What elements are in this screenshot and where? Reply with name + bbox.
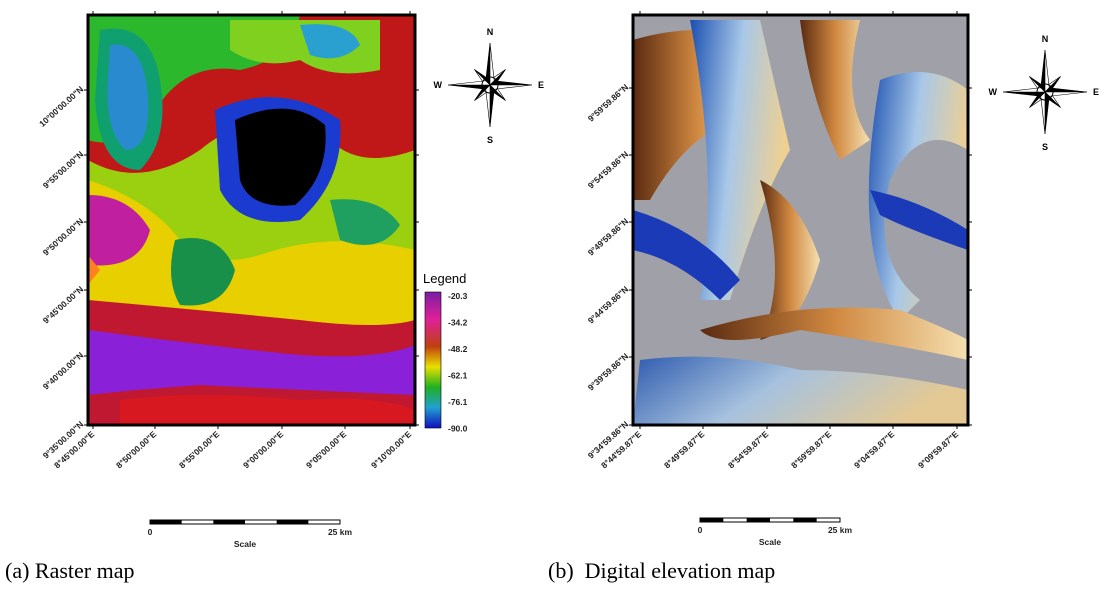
latitude-label: 9°40'00.00"N	[41, 350, 86, 392]
compass-s: S	[487, 135, 493, 145]
compass-ring	[481, 76, 499, 94]
latitude-label: 9°50'00.00"N	[41, 216, 86, 258]
compass-e: E	[1093, 87, 1099, 97]
compass-point	[447, 84, 491, 90]
legend-label: -34.2	[448, 318, 468, 328]
map-frame	[86, 13, 417, 427]
compass-point	[489, 84, 533, 90]
longitude-label: 9°00'00.00"E	[241, 429, 286, 470]
map-frame	[631, 13, 970, 427]
compass-point	[1040, 49, 1046, 93]
longitude-label: 9°09'59.87"E	[916, 429, 961, 470]
compass-point	[1044, 91, 1050, 135]
raster-map	[88, 15, 415, 425]
longitude-label: 8°50'00.00"E	[114, 429, 159, 470]
scale-title: Scale	[759, 537, 781, 547]
longitude-label: 9°04'59.87"E	[852, 429, 897, 470]
scale-end: 25 km	[328, 527, 353, 537]
scale-segment	[746, 518, 770, 522]
compass-point	[489, 84, 495, 128]
scale-start: 0	[148, 527, 153, 537]
legend-label: -48.2	[448, 344, 468, 354]
compass-point	[1044, 87, 1088, 93]
compass-point	[1040, 91, 1046, 135]
compass-point	[485, 84, 491, 128]
longitude-label: 8°54'59.87"E	[726, 429, 771, 470]
longitude-label: 8°49'59.87"E	[662, 429, 707, 470]
legend-label: -76.1	[448, 397, 468, 407]
scale-segment	[276, 520, 309, 524]
compass	[447, 42, 533, 128]
longitude-label: 9°10'00.00"E	[369, 429, 414, 470]
compass-point	[489, 42, 495, 86]
compass-w: W	[434, 80, 443, 90]
compass-point	[485, 42, 491, 86]
scale-segment	[700, 518, 724, 522]
scale-start: 0	[698, 525, 703, 535]
compass-w: W	[989, 87, 998, 97]
legend-label: -20.3	[448, 291, 468, 301]
legend-bar	[424, 291, 442, 429]
latitude-label: 9°55'00.00"N	[41, 149, 86, 191]
longitude-label: 8°59'59.87"E	[789, 429, 834, 470]
compass	[1002, 49, 1088, 135]
compass-point	[1002, 91, 1046, 97]
scale-title: Scale	[234, 539, 256, 549]
legend-label: -90.0	[448, 424, 468, 434]
compass-n: N	[487, 27, 494, 37]
compass-s: S	[1042, 142, 1048, 152]
compass-ring	[1036, 83, 1054, 101]
compass-n: N	[1042, 34, 1049, 44]
compass-point	[1044, 91, 1088, 97]
elevation-map	[633, 15, 968, 425]
scale-segment	[793, 518, 817, 522]
latitude-label: 9°44'59.86"N	[586, 284, 631, 326]
latitude-label: 10°00'00.00"N	[37, 84, 85, 129]
latitude-label: 9°54'59.86"N	[586, 149, 631, 191]
legend-title: Legend	[423, 271, 466, 286]
scale-end: 25 km	[828, 525, 853, 535]
latitude-label: 9°45'00.00"N	[41, 284, 86, 326]
compass-e: E	[538, 80, 544, 90]
compass-point	[1044, 49, 1050, 93]
longitude-label: 8°55'00.00"E	[177, 429, 222, 470]
compass-point	[489, 80, 533, 86]
scale-segment	[150, 520, 182, 524]
caption: (b) Digital elevation map	[548, 558, 775, 583]
compass-point	[447, 80, 491, 86]
latitude-label: 9°59'59.86"N	[586, 82, 631, 124]
latitude-label: 9°39'59.86"N	[586, 351, 631, 393]
compass-point	[1002, 87, 1046, 93]
scale-segment	[213, 520, 245, 524]
legend-label: -62.1	[448, 371, 468, 381]
latitude-label: 9°49'59.86"N	[586, 216, 631, 258]
longitude-label: 9°05'00.00"E	[304, 429, 349, 470]
caption: (a) Raster map	[5, 558, 135, 583]
